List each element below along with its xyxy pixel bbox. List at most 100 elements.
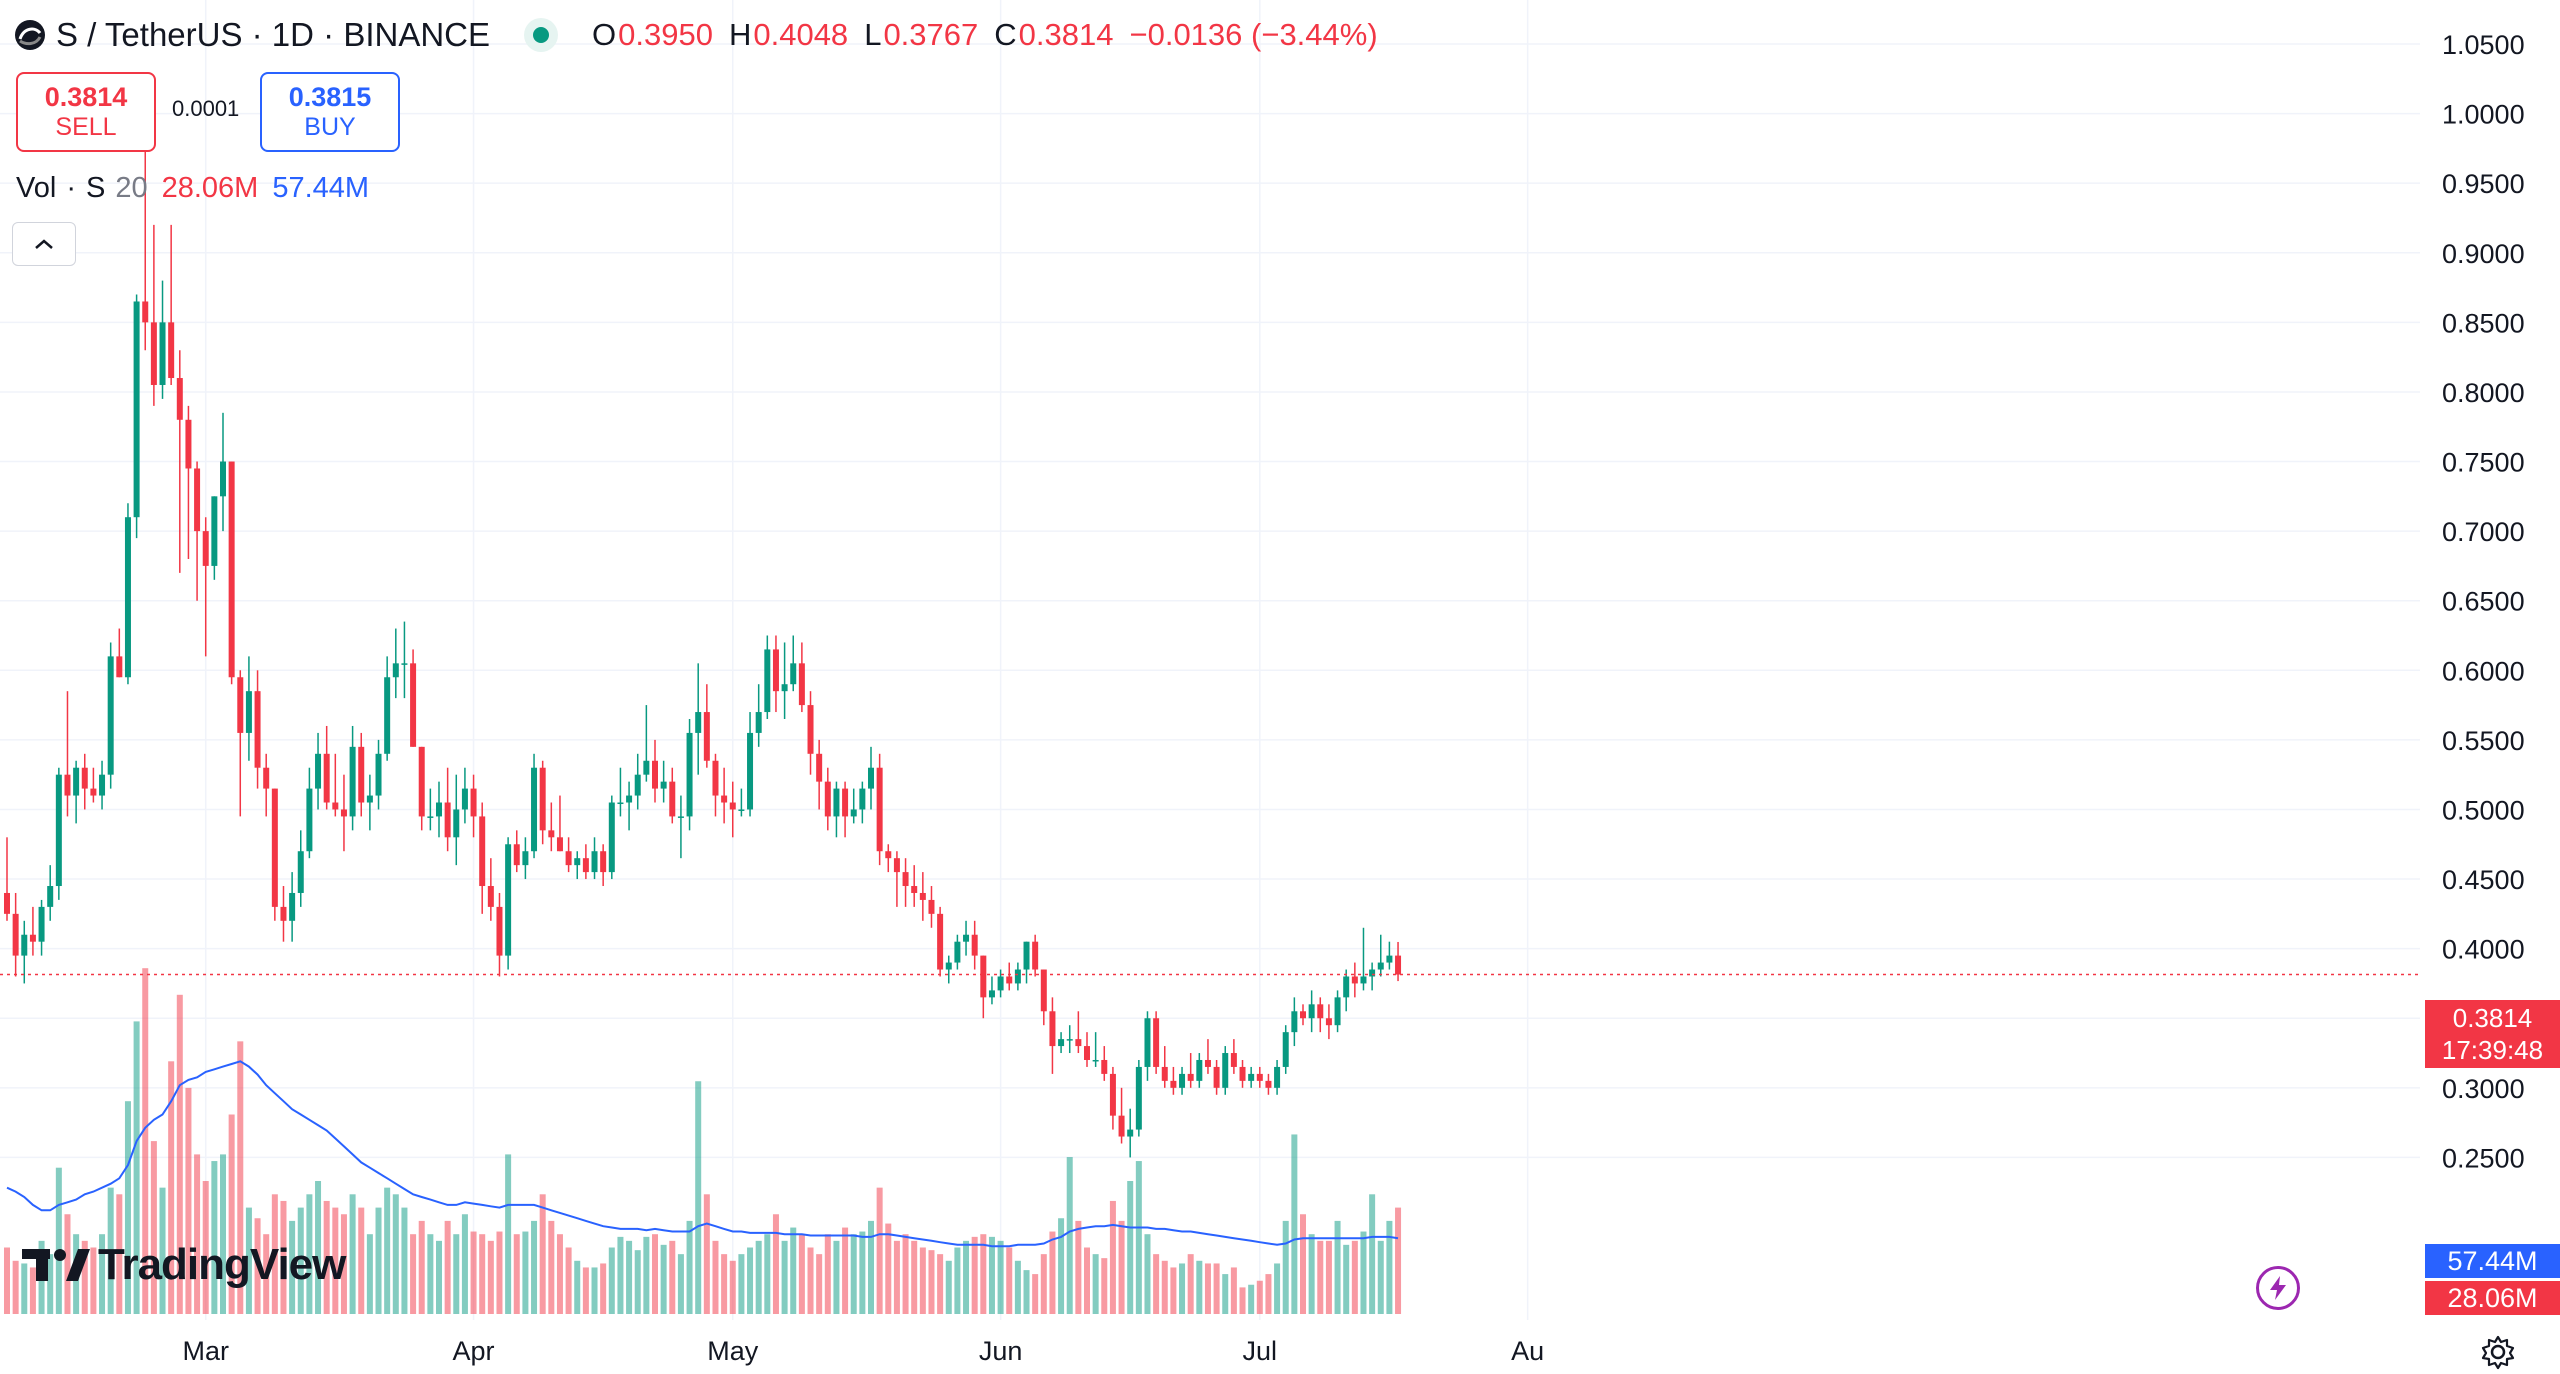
symbol-title[interactable]: S / TetherUS · 1D · BINANCE <box>56 16 491 53</box>
candle-body <box>47 886 54 907</box>
volume-bar <box>1066 1157 1073 1314</box>
candle-body <box>1187 1073 1194 1081</box>
bar-countdown: 17:39:48 <box>2441 1035 2544 1065</box>
candle-body <box>133 301 140 518</box>
volume-bar <box>617 1236 624 1314</box>
candle-body <box>349 746 356 817</box>
volume-bar <box>833 1240 840 1314</box>
candle-body <box>1274 1066 1281 1088</box>
buy-button[interactable]: 0.3815 BUY <box>260 72 400 152</box>
candle <box>1317 997 1324 1033</box>
candle <box>470 774 477 838</box>
candle-body <box>1291 1011 1298 1033</box>
volume-bar <box>1274 1263 1281 1314</box>
candle <box>997 969 1004 998</box>
candle-body <box>4 892 10 914</box>
candle-body <box>315 753 322 789</box>
lightning-button[interactable] <box>2256 1266 2300 1310</box>
last-price-tag: 0.3814 17:39:48 <box>2425 1000 2560 1068</box>
tradingview-logo[interactable]: TradingView <box>22 1240 346 1290</box>
volume-bar <box>29 1267 36 1314</box>
candle-body <box>427 816 434 818</box>
volume-bar <box>807 1247 814 1314</box>
candle <box>1351 962 1358 998</box>
candle-body <box>1325 1018 1332 1026</box>
candle <box>142 127 149 351</box>
candle <box>617 767 624 817</box>
time-axis[interactable]: Mar Apr May Jun Jul Au <box>182 1336 1544 1366</box>
candle <box>29 906 36 956</box>
candle <box>332 753 339 817</box>
volume-bar <box>522 1231 529 1314</box>
candle <box>1282 1025 1289 1074</box>
candle-body <box>937 913 944 970</box>
candle <box>781 642 788 720</box>
candle-body <box>38 906 45 942</box>
volume-bar <box>556 1234 563 1314</box>
volume-bar <box>893 1240 900 1314</box>
volume-bar <box>461 1214 468 1314</box>
time-tick-label: Jul <box>1243 1336 1278 1366</box>
candle-body <box>1308 1004 1315 1019</box>
volume-bar <box>4 1247 10 1314</box>
gear-icon[interactable] <box>2480 1334 2516 1370</box>
candle <box>81 753 88 810</box>
volume-bar <box>954 1247 961 1314</box>
candle <box>531 753 538 859</box>
volume-bar <box>271 1194 278 1314</box>
volume-bar <box>1058 1218 1065 1314</box>
ohlc-close-value: 0.3814 <box>1018 17 1114 52</box>
candle-body <box>116 656 123 678</box>
candle <box>410 649 417 747</box>
buy-label: BUY <box>304 113 356 141</box>
candle <box>876 753 883 866</box>
candle <box>323 725 330 810</box>
candle <box>392 628 399 699</box>
volume-legend[interactable]: Vol · S 20 28.06M 57.44M <box>16 168 369 208</box>
candle-body <box>366 795 373 803</box>
volume-bar <box>1109 1200 1116 1314</box>
candle <box>1092 1032 1099 1067</box>
volume-bar <box>902 1234 909 1314</box>
candle <box>1325 1004 1332 1040</box>
candle-body <box>21 934 28 956</box>
collapse-legend-button[interactable] <box>12 222 76 266</box>
candle-body <box>1084 1046 1090 1060</box>
volume-bar <box>937 1254 944 1314</box>
candle-body <box>1058 1039 1065 1047</box>
candle <box>133 294 140 539</box>
candle <box>772 635 779 713</box>
volume-legend-name: Vol <box>16 171 57 204</box>
volume-legend-symbol: S <box>86 171 106 204</box>
candle-body <box>885 851 892 859</box>
volume-bar <box>539 1194 546 1314</box>
candle-body <box>634 774 641 796</box>
candle-body <box>1101 1059 1108 1074</box>
candle-body <box>1248 1073 1255 1081</box>
volume-bar <box>1360 1231 1367 1314</box>
sell-button[interactable]: 0.3814 SELL <box>16 72 156 152</box>
candle <box>565 837 572 873</box>
volume-bar <box>928 1250 935 1314</box>
candle-body <box>695 712 702 733</box>
volume-bar <box>911 1240 918 1314</box>
candle <box>954 934 961 970</box>
candle-body <box>669 781 676 817</box>
candle-body <box>1204 1059 1211 1067</box>
volume-bar <box>12 1260 19 1314</box>
candle-body <box>660 781 667 789</box>
candle-body <box>306 788 313 852</box>
volume-bar <box>245 1207 252 1314</box>
candle <box>1256 1066 1263 1088</box>
candle-body <box>556 837 563 852</box>
volume-bar <box>410 1234 417 1314</box>
volume-bar <box>297 1207 304 1314</box>
candle <box>220 412 226 532</box>
candle-body <box>703 712 710 761</box>
candle-body <box>1343 976 1350 998</box>
volume-bar <box>142 968 149 1314</box>
candle <box>505 837 512 970</box>
candle-body <box>237 677 244 733</box>
candle-body <box>1377 962 1384 970</box>
